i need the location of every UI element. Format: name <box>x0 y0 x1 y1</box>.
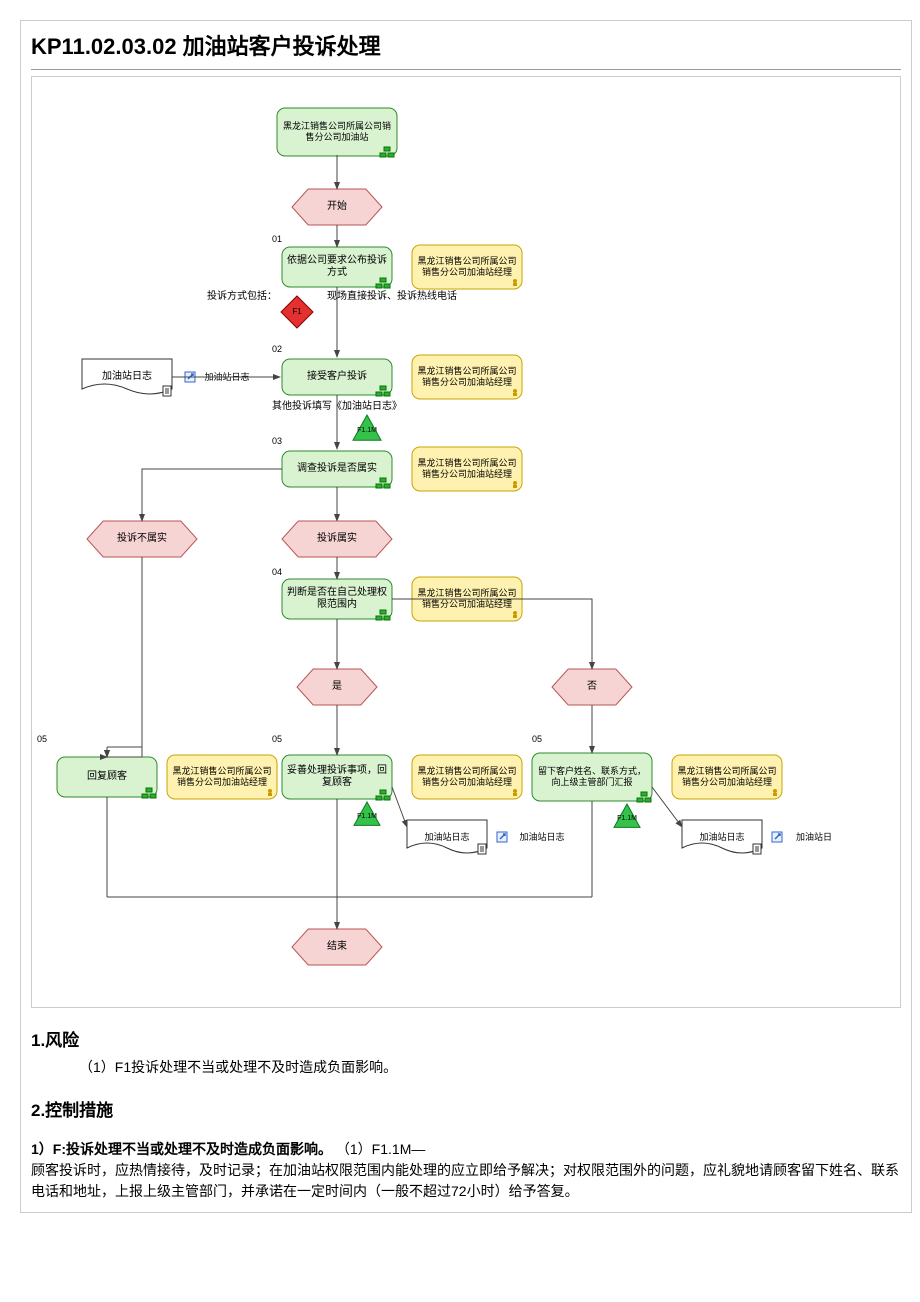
flowchart-canvas: 黑龙江销售公司所属公司销售分公司加油站开始01依据公司要求公布投诉方式黑龙江销售… <box>31 76 901 1008</box>
control-heading: 2.控制措施 <box>31 1096 901 1121</box>
control-item-body: 顾客投诉时，应热情接待，及时记录；在加油站权限范围内能处理的应立即给予解决；对权… <box>31 1160 901 1202</box>
risk-item-1: （1）F1投诉处理不当或处理不及时造成负面影响。 <box>31 1057 901 1078</box>
control-item-tag: （1）F1.1M— <box>336 1141 425 1157</box>
control-item-lead: 1）F:投诉处理不当或处理不及时造成负面影响。 <box>31 1141 332 1157</box>
risk-heading: 1.风险 <box>31 1026 901 1051</box>
page-title: KP11.02.03.02 加油站客户投诉处理 <box>31 21 901 70</box>
